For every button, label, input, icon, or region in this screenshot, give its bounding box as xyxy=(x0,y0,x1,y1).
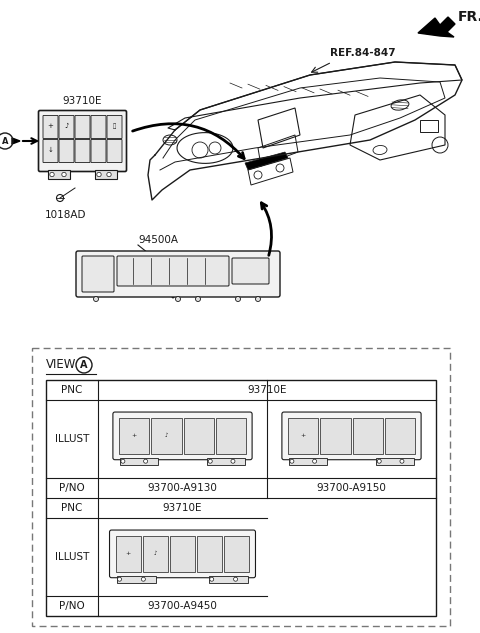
FancyBboxPatch shape xyxy=(75,139,90,163)
Text: +: + xyxy=(125,551,131,556)
Text: +: + xyxy=(300,434,306,439)
Text: 93700-A9450: 93700-A9450 xyxy=(147,601,217,611)
Text: 93710E: 93710E xyxy=(247,385,287,395)
Bar xyxy=(197,536,222,572)
Text: 93700-A9150: 93700-A9150 xyxy=(317,483,386,493)
Text: A: A xyxy=(2,137,8,146)
FancyBboxPatch shape xyxy=(43,139,58,163)
Bar xyxy=(151,418,181,454)
Bar xyxy=(119,418,149,454)
Text: ♪: ♪ xyxy=(165,434,168,439)
Text: ♪: ♪ xyxy=(64,123,69,129)
Polygon shape xyxy=(418,17,455,37)
Circle shape xyxy=(62,172,66,177)
Circle shape xyxy=(290,459,294,463)
Circle shape xyxy=(118,577,121,581)
Polygon shape xyxy=(245,152,288,170)
FancyBboxPatch shape xyxy=(91,115,106,139)
Circle shape xyxy=(97,172,101,177)
Text: VIEW: VIEW xyxy=(46,358,76,371)
Bar xyxy=(216,418,246,454)
FancyBboxPatch shape xyxy=(232,258,269,284)
Text: FR.: FR. xyxy=(458,10,480,24)
Text: PNC: PNC xyxy=(61,503,83,513)
FancyBboxPatch shape xyxy=(109,530,255,578)
Text: +: + xyxy=(48,123,53,129)
Bar xyxy=(352,418,383,454)
Text: ILLUST: ILLUST xyxy=(55,434,89,444)
Bar xyxy=(320,418,350,454)
Circle shape xyxy=(377,459,381,463)
Text: 94500A: 94500A xyxy=(138,235,178,245)
Text: REF.84-847: REF.84-847 xyxy=(330,48,396,58)
Circle shape xyxy=(236,296,240,301)
Circle shape xyxy=(208,459,212,463)
Circle shape xyxy=(234,577,238,581)
FancyBboxPatch shape xyxy=(76,251,280,297)
Bar xyxy=(289,458,327,465)
Circle shape xyxy=(144,459,148,463)
Circle shape xyxy=(255,296,261,301)
FancyBboxPatch shape xyxy=(43,115,58,139)
Bar xyxy=(183,418,214,454)
Text: PNC: PNC xyxy=(61,385,83,395)
Text: 🔒: 🔒 xyxy=(113,123,116,128)
Circle shape xyxy=(400,459,404,463)
Text: ILLUST: ILLUST xyxy=(55,552,89,562)
FancyBboxPatch shape xyxy=(117,256,229,286)
Bar xyxy=(385,418,415,454)
FancyBboxPatch shape xyxy=(107,115,122,139)
Text: 93700-A9130: 93700-A9130 xyxy=(147,483,217,493)
Bar xyxy=(117,576,156,583)
Bar xyxy=(288,418,318,454)
Bar xyxy=(420,120,438,132)
Bar xyxy=(120,458,158,465)
FancyBboxPatch shape xyxy=(113,412,252,460)
Text: +: + xyxy=(132,434,137,439)
Bar xyxy=(46,380,436,616)
Circle shape xyxy=(195,296,201,301)
FancyBboxPatch shape xyxy=(75,115,90,139)
Text: 93710E: 93710E xyxy=(63,96,102,106)
Bar xyxy=(207,458,245,465)
Text: ♪: ♪ xyxy=(154,551,157,556)
Bar xyxy=(170,536,195,572)
Circle shape xyxy=(231,459,235,463)
Polygon shape xyxy=(168,292,178,298)
Text: 1018AD: 1018AD xyxy=(45,210,86,220)
Polygon shape xyxy=(12,138,20,144)
Bar xyxy=(376,458,414,465)
Circle shape xyxy=(210,577,214,581)
FancyBboxPatch shape xyxy=(59,139,74,163)
FancyBboxPatch shape xyxy=(91,139,106,163)
Text: A: A xyxy=(80,360,88,370)
Bar xyxy=(209,576,249,583)
Circle shape xyxy=(121,459,125,463)
Text: 93710E: 93710E xyxy=(163,503,202,513)
FancyBboxPatch shape xyxy=(82,256,114,292)
FancyBboxPatch shape xyxy=(38,111,127,172)
Circle shape xyxy=(107,172,111,177)
Text: P/NO: P/NO xyxy=(59,601,85,611)
Circle shape xyxy=(94,296,98,301)
Bar xyxy=(224,536,250,572)
Bar xyxy=(116,536,141,572)
Circle shape xyxy=(176,296,180,301)
Bar xyxy=(48,170,70,179)
Bar xyxy=(32,348,450,626)
Circle shape xyxy=(50,172,54,177)
Text: ↓: ↓ xyxy=(48,147,53,153)
Circle shape xyxy=(142,577,145,581)
Bar xyxy=(143,536,168,572)
Text: P/NO: P/NO xyxy=(59,483,85,493)
FancyBboxPatch shape xyxy=(107,139,122,163)
FancyBboxPatch shape xyxy=(282,412,421,460)
Circle shape xyxy=(312,459,317,463)
Bar xyxy=(95,170,117,179)
FancyBboxPatch shape xyxy=(59,115,74,139)
